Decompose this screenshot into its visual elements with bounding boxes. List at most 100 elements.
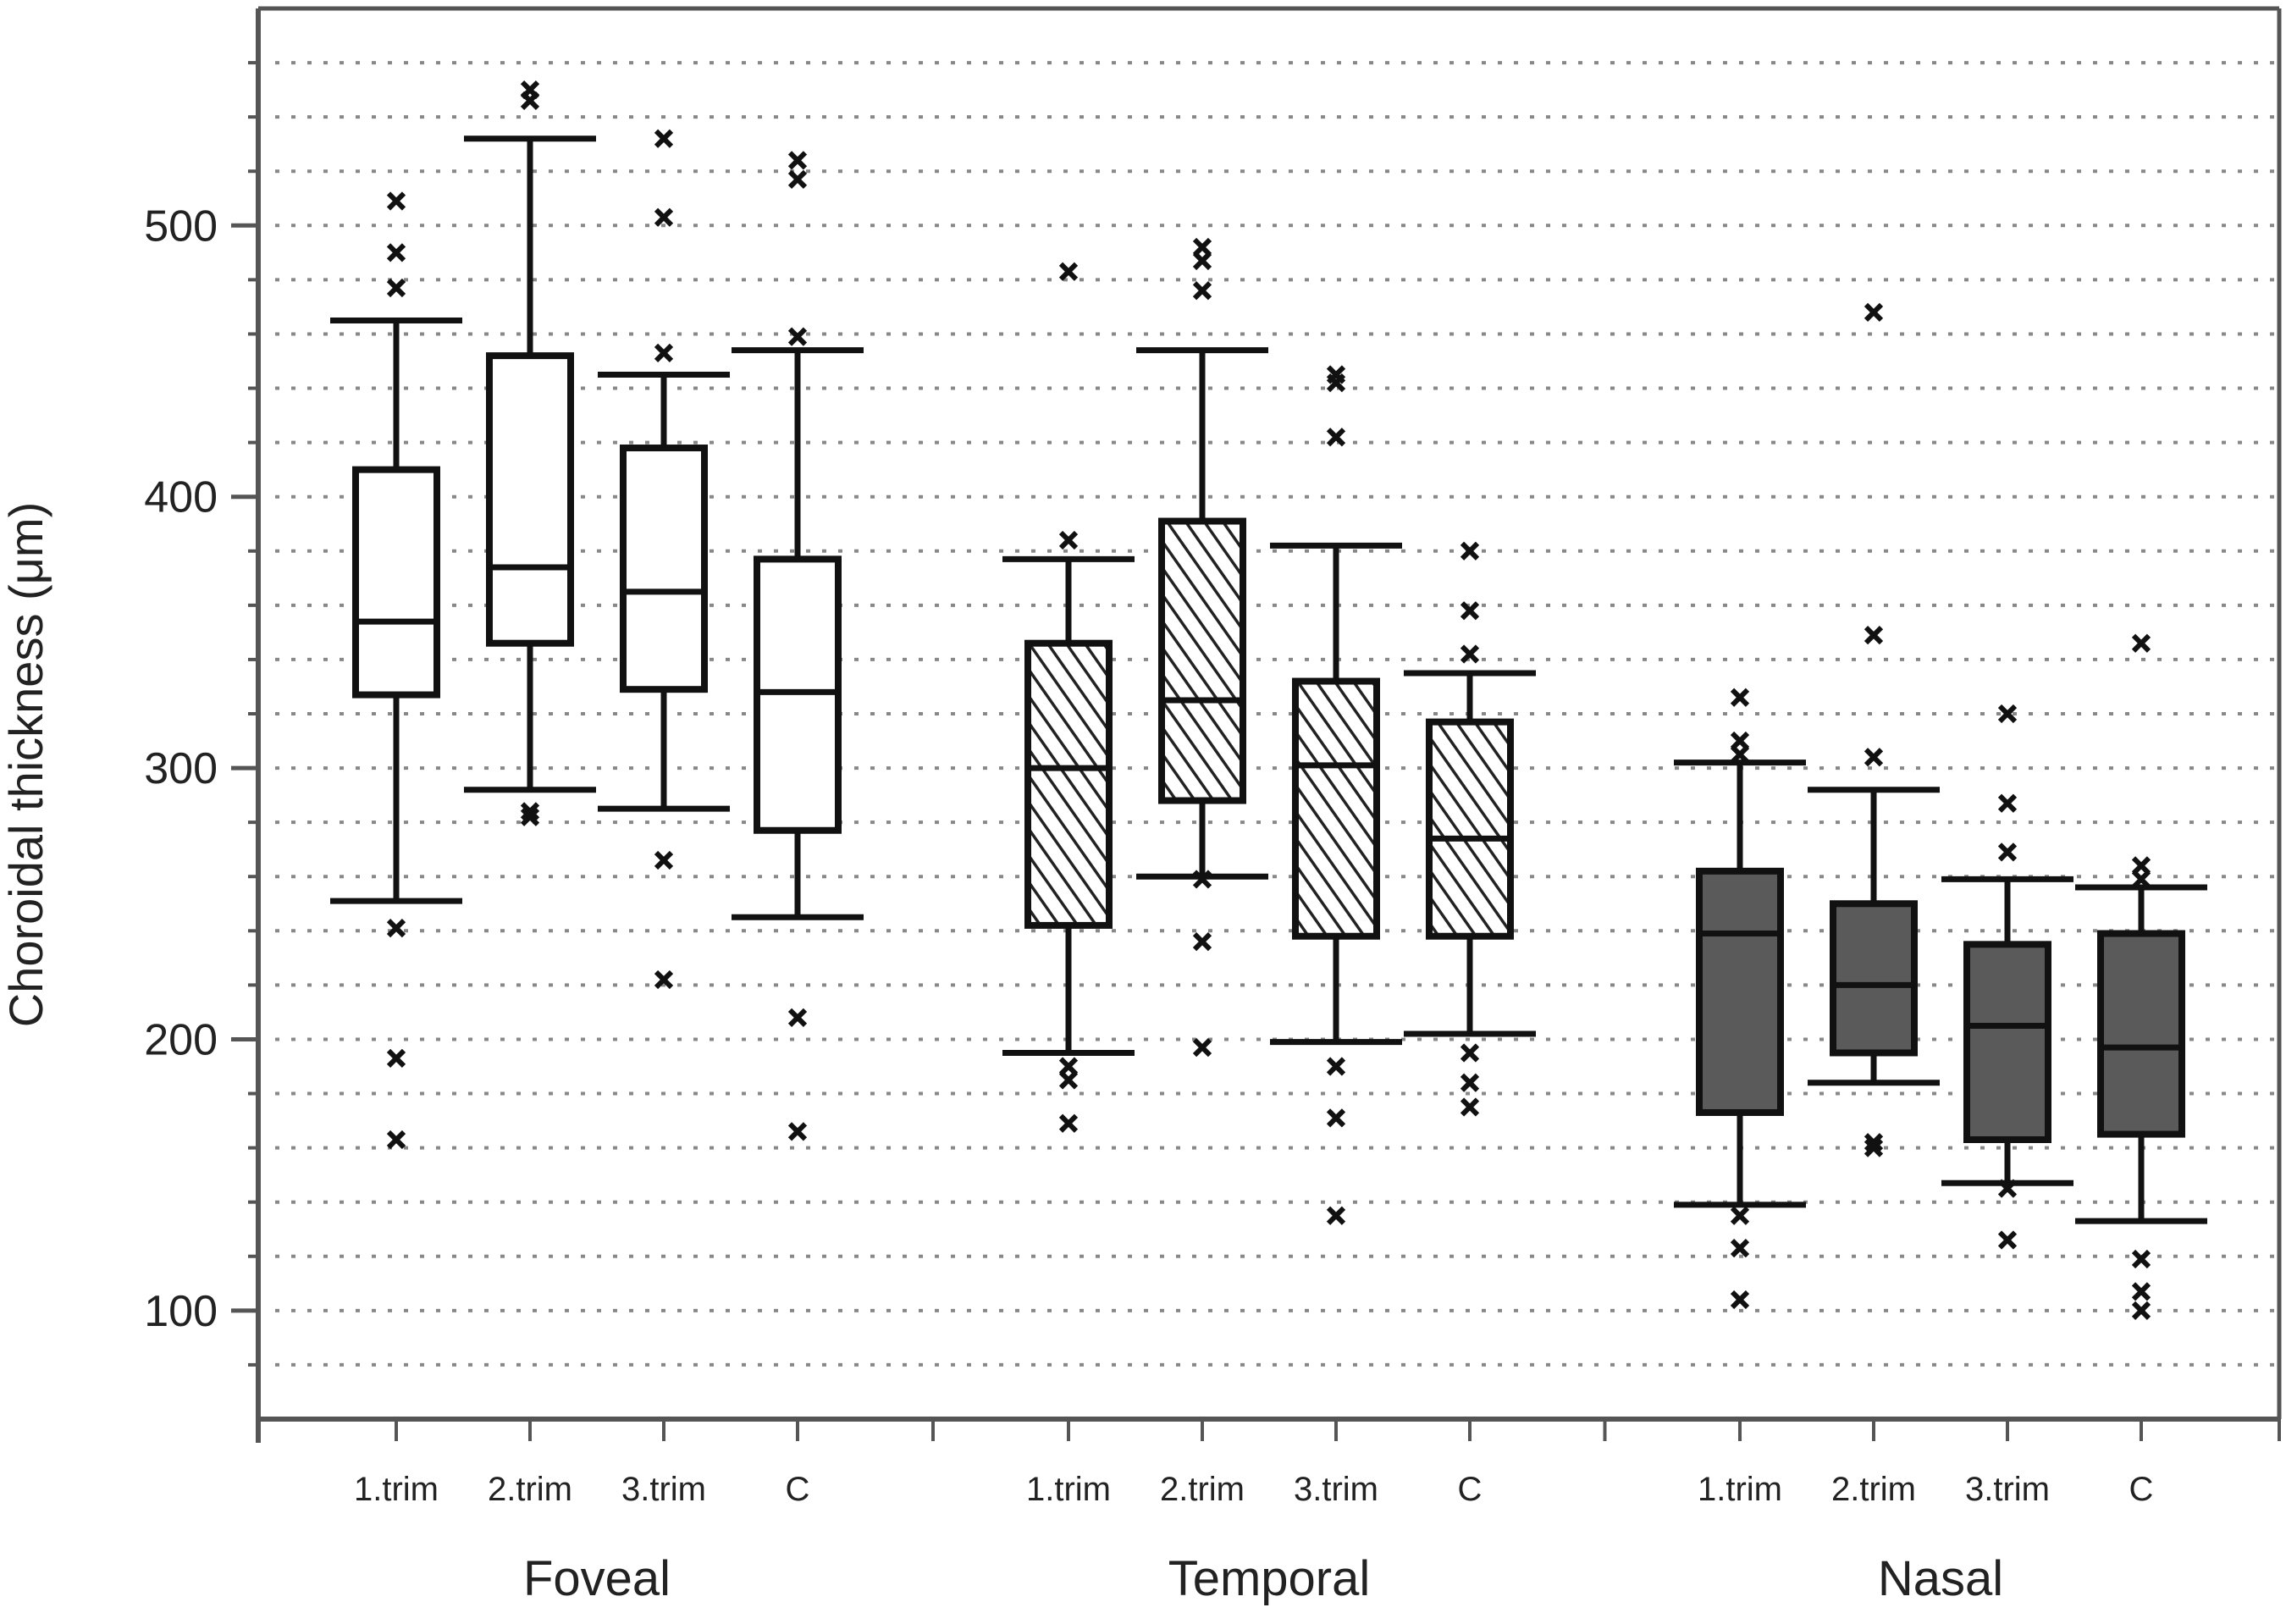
outlier-point xyxy=(1997,842,2018,862)
outlier-stroke xyxy=(1192,932,1212,952)
outlier-stroke xyxy=(2131,1249,2151,1269)
x-category-label: C xyxy=(2129,1471,2154,1508)
outlier-stroke xyxy=(1326,1206,1346,1225)
outlier-point xyxy=(1997,793,2018,813)
outlier-point xyxy=(654,129,674,148)
outlier-stroke xyxy=(1460,1097,1480,1117)
outlier-stroke xyxy=(1864,1133,1884,1152)
x-category-label: 3.trim xyxy=(1965,1471,2050,1508)
outlier-stroke xyxy=(787,151,808,170)
outlier-point xyxy=(1192,870,1212,889)
outlier-stroke xyxy=(787,1008,808,1027)
outlier-stroke xyxy=(1997,1179,2018,1198)
outlier-point xyxy=(1192,251,1212,271)
outlier-point xyxy=(1460,1043,1480,1063)
iqr-box xyxy=(1158,517,1246,804)
outlier-stroke xyxy=(1864,302,1884,322)
x-category-label: 2.trim xyxy=(1831,1471,1916,1508)
iqr-box xyxy=(1292,677,1380,940)
box-foveal-1trim xyxy=(330,191,462,1150)
outlier-point xyxy=(1730,1290,1750,1310)
outlier-stroke xyxy=(520,91,540,111)
outlier-stroke xyxy=(386,191,406,211)
outlier-stroke xyxy=(1326,1108,1346,1128)
group-temporal xyxy=(1002,237,1536,1225)
outlier-point xyxy=(1997,1179,2018,1198)
outlier-stroke xyxy=(386,1130,406,1150)
box-foveal-c xyxy=(732,151,864,1141)
y-tick-label: 200 xyxy=(144,1015,218,1064)
group-foveal xyxy=(330,80,864,1150)
outlier-stroke xyxy=(2131,633,2151,653)
outlier-point xyxy=(1058,262,1079,281)
outlier-point xyxy=(1864,302,1884,322)
y-tick-label: 300 xyxy=(144,744,218,793)
outlier-point xyxy=(1326,373,1346,393)
outlier-stroke xyxy=(654,129,674,148)
outlier-stroke xyxy=(1326,1057,1346,1076)
outlier-stroke xyxy=(1730,1206,1750,1225)
x-category-label: C xyxy=(786,1471,810,1508)
outlier-point xyxy=(1730,688,1750,707)
outlier-stroke xyxy=(787,169,808,189)
boxes-layer xyxy=(330,80,2207,1320)
outlier-point xyxy=(654,343,674,363)
outlier-stroke xyxy=(1326,428,1346,447)
outlier-point xyxy=(1326,1057,1346,1076)
outlier-point xyxy=(1058,530,1079,550)
outlier-point xyxy=(1326,428,1346,447)
outlier-point xyxy=(1864,625,1884,645)
outlier-point xyxy=(386,918,406,938)
outlier-point xyxy=(1192,1037,1212,1058)
group-label-nasal: Nasal xyxy=(1878,1551,2003,1606)
outlier-stroke xyxy=(787,1122,808,1141)
outlier-stroke xyxy=(1730,1290,1750,1310)
y-axis-title: Choroidal thickness (μm) xyxy=(0,502,52,1027)
outlier-stroke xyxy=(1864,1138,1884,1157)
iqr-box xyxy=(1426,718,1514,940)
outlier-stroke xyxy=(520,807,540,826)
outlier-stroke xyxy=(654,969,674,990)
outlier-stroke xyxy=(1997,842,2018,862)
outlier-stroke xyxy=(386,918,406,938)
y-axis: 100 200 300 400 500 xyxy=(144,8,261,1443)
outlier-point xyxy=(787,151,808,170)
x-category-label: 2.trim xyxy=(488,1471,572,1508)
outlier-point xyxy=(1864,748,1884,767)
y-tick-label: 400 xyxy=(144,473,218,522)
outlier-point xyxy=(1326,1108,1346,1128)
y-tick-label: 500 xyxy=(144,202,218,251)
x-category-label: 1.trim xyxy=(354,1471,439,1508)
outlier-point xyxy=(2131,633,2151,653)
outlier-stroke xyxy=(1192,1037,1212,1058)
box-temporal-3trim xyxy=(1270,365,1402,1225)
box-temporal-2trim xyxy=(1136,237,1268,1058)
outlier-stroke xyxy=(787,327,808,346)
outlier-stroke xyxy=(1058,1070,1079,1090)
outlier-stroke xyxy=(2131,1282,2151,1301)
outlier-stroke xyxy=(386,1048,406,1069)
outlier-point xyxy=(386,243,406,262)
outlier-point xyxy=(2131,1282,2151,1301)
outlier-point xyxy=(654,850,674,870)
outlier-stroke xyxy=(1460,1073,1480,1092)
outlier-stroke xyxy=(654,343,674,363)
outlier-stroke xyxy=(1997,1230,2018,1250)
outlier-point xyxy=(1192,932,1212,952)
outlier-stroke xyxy=(1864,748,1884,767)
x-category-label: 3.trim xyxy=(1294,1471,1378,1508)
outlier-stroke xyxy=(1058,262,1079,281)
box-foveal-2trim xyxy=(464,80,596,826)
iqr-box xyxy=(1696,867,1784,1116)
outlier-point xyxy=(1460,541,1480,561)
outlier-point xyxy=(787,1122,808,1141)
outlier-point xyxy=(1460,644,1480,664)
iqr-box xyxy=(486,352,574,647)
outlier-stroke xyxy=(1460,644,1480,664)
iqr-box xyxy=(620,445,708,693)
outlier-point xyxy=(2131,1249,2151,1269)
outlier-point xyxy=(386,278,406,298)
outlier-stroke xyxy=(386,278,406,298)
outlier-point xyxy=(386,1130,406,1150)
